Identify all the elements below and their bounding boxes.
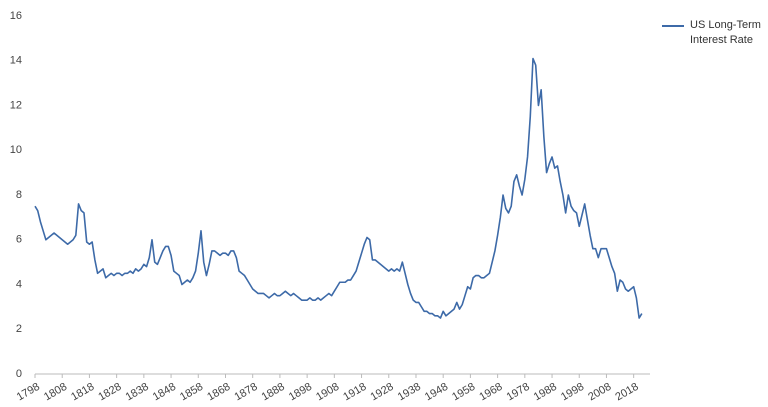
y-tick-label: 0 [16,368,22,380]
x-tick-label: 1918 [341,381,368,404]
x-tick-label: 2018 [613,381,640,404]
x-tick-label: 1958 [450,381,477,404]
y-tick-label: 2 [16,323,22,335]
x-tick-label: 1948 [423,381,450,404]
y-tick-label: 16 [10,10,22,22]
x-tick-label: 1998 [559,381,586,404]
x-tick-label: 1898 [287,381,314,404]
x-tick-label: 1968 [477,381,504,404]
x-tick-label: 1838 [124,381,151,404]
data-line [34,57,643,319]
y-tick-label: 10 [10,144,22,156]
x-tick-label: 1808 [42,381,69,404]
y-tick-label: 6 [16,234,22,246]
legend-label: US Long-Term Interest Rate [690,19,761,46]
x-tick-label: 1878 [232,381,259,404]
x-tick-label: 1848 [151,381,178,404]
y-tick-label: 12 [10,99,22,111]
x-tick-label: 1888 [260,381,287,404]
x-tick-label: 1988 [532,381,559,404]
legend-swatch [662,25,684,27]
x-tick-label: 1868 [205,381,232,404]
x-tick-label: 1798 [15,381,42,404]
x-tick-label: 1938 [396,381,423,404]
y-tick-label: 4 [16,278,22,290]
x-tick-label: 1828 [96,381,123,404]
x-tick-label: 1818 [69,381,96,404]
x-tick-label: 1908 [314,381,341,404]
x-tick-label: 2008 [586,381,613,404]
x-tick-label: 1978 [505,381,532,404]
y-tick-label: 14 [10,55,22,67]
x-tick-label: 1928 [369,381,396,404]
y-tick-label: 8 [16,189,22,201]
x-tick-label: 1858 [178,381,205,404]
